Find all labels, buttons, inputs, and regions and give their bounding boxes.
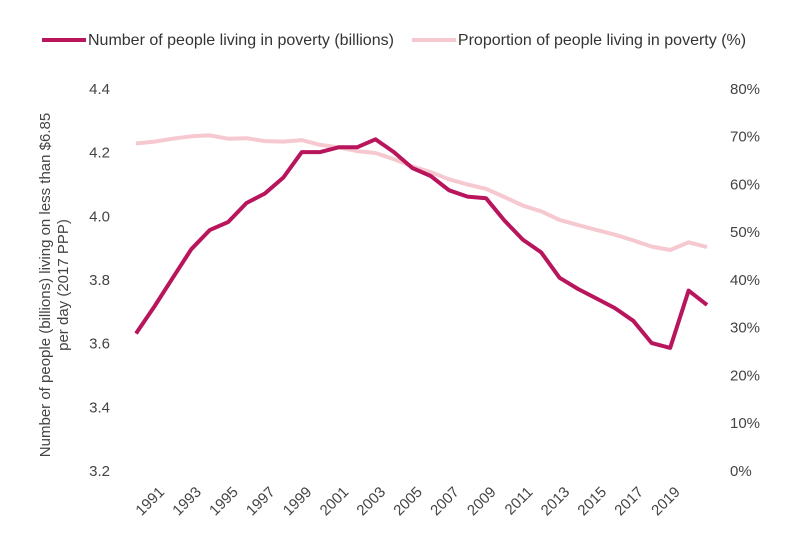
x-tick-label: 2005 xyxy=(390,484,426,520)
y-tick-label: 3.4 xyxy=(89,399,110,416)
y-tick-label: 4.4 xyxy=(89,81,110,98)
series-line xyxy=(135,133,708,252)
y-axis-label-line: per day (2017 PPP) xyxy=(55,219,72,351)
series-line xyxy=(134,137,709,350)
x-tick-label: 2015 xyxy=(574,484,610,520)
y2-tick-label: 10% xyxy=(730,415,760,432)
x-tick-label: 1999 xyxy=(280,484,316,520)
x-tick-label: 2007 xyxy=(427,484,463,520)
legend: Number of people living in poverty (bill… xyxy=(42,32,746,49)
x-tick-label: 2003 xyxy=(353,484,389,520)
x-tick-label: 1997 xyxy=(243,484,279,520)
x-tick-label: 1991 xyxy=(132,484,168,520)
y-tick-label: 4.2 xyxy=(89,145,110,162)
y-tick-label: 3.2 xyxy=(89,463,110,480)
x-tick-label: 1995 xyxy=(206,484,242,520)
y2-tick-label: 60% xyxy=(730,176,760,193)
y-axis-label-line: Number of people (billions) living on le… xyxy=(37,113,54,457)
y2-tick-label: 0% xyxy=(730,463,752,480)
y2-tick-label: 80% xyxy=(730,81,760,98)
y-axis-label: Number of people (billions) living on le… xyxy=(37,113,72,457)
y2-tick-label: 30% xyxy=(730,320,760,337)
legend-label: Proportion of people living in poverty (… xyxy=(458,32,746,49)
y2-tick-label: 50% xyxy=(730,224,760,241)
y2-tick-label: 40% xyxy=(730,272,760,289)
x-tick-label: 2001 xyxy=(317,484,353,520)
y-tick-label: 3.8 xyxy=(89,272,110,289)
y-tick-label: 4.0 xyxy=(89,208,110,225)
x-tick-label: 2013 xyxy=(538,484,574,520)
x-tick-label: 1993 xyxy=(169,484,205,520)
y2-tick-label: 20% xyxy=(730,367,760,384)
x-tick-label: 2017 xyxy=(611,484,647,520)
x-tick-label: 2019 xyxy=(648,484,684,520)
x-tick-label: 2009 xyxy=(464,484,500,520)
y2-tick-label: 70% xyxy=(730,129,760,146)
legend-label: Number of people living in poverty (bill… xyxy=(88,32,394,49)
y-tick-label: 3.6 xyxy=(89,336,110,353)
x-tick-label: 2011 xyxy=(502,484,537,519)
